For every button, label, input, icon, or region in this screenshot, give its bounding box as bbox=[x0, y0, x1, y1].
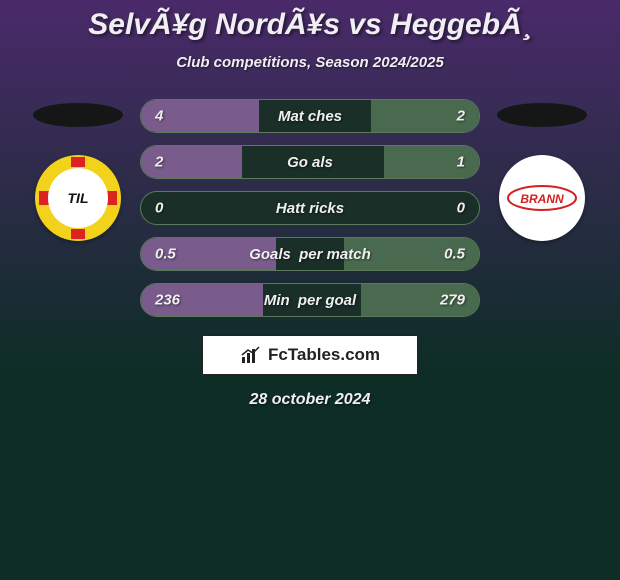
stat-label-right: per match bbox=[295, 246, 371, 263]
stat-right-value: 1 bbox=[457, 154, 465, 171]
stat-pill: 4 2 Matches bbox=[140, 99, 480, 133]
comparison-row: TIL 4 2 Matches 2 1 Goals 0 0 Hattricks 0.5 0.5 Goa… bbox=[0, 99, 620, 317]
stat-left-value: 4 bbox=[155, 108, 163, 125]
stat-left-value: 0 bbox=[155, 200, 163, 217]
stat-label-left: Hatt bbox=[276, 200, 305, 217]
stat-right-value: 0.5 bbox=[444, 246, 465, 263]
stat-label: Hattricks bbox=[276, 200, 344, 217]
page-title: SelvÃ¥g NordÃ¥s vs HeggebÃ¸ bbox=[0, 0, 620, 42]
stat-right-value: 279 bbox=[440, 292, 465, 309]
shadow-ellipse-left bbox=[33, 103, 123, 127]
stat-label-right: ricks bbox=[309, 200, 344, 217]
stat-label: Goals bbox=[287, 154, 333, 171]
stat-content: 0.5 0.5 Goals per match bbox=[141, 238, 479, 270]
stat-label-left: Mat bbox=[278, 108, 304, 125]
stat-pill: 236 279 Min per goal bbox=[140, 283, 480, 317]
stat-label: Goals per match bbox=[249, 246, 371, 263]
stat-label: Matches bbox=[278, 108, 342, 125]
shadow-ellipse-right bbox=[497, 103, 587, 127]
stat-label-right: als bbox=[312, 154, 333, 171]
brann-logo-svg: BRANN bbox=[506, 184, 578, 212]
stat-content: 2 1 Goals bbox=[141, 146, 479, 178]
stat-pill: 0 0 Hattricks bbox=[140, 191, 480, 225]
stat-pill: 0.5 0.5 Goals per match bbox=[140, 237, 480, 271]
right-team-col: BRANN bbox=[492, 99, 592, 241]
stat-left-value: 2 bbox=[155, 154, 163, 171]
stat-right-value: 0 bbox=[457, 200, 465, 217]
svg-text:BRANN: BRANN bbox=[520, 192, 564, 206]
stat-right-value: 2 bbox=[457, 108, 465, 125]
stat-label-left: Go bbox=[287, 154, 308, 171]
stat-label-left: Min bbox=[264, 292, 290, 309]
stat-content: 4 2 Matches bbox=[141, 100, 479, 132]
brand-box: FcTables.com bbox=[202, 335, 418, 375]
stat-left-value: 236 bbox=[155, 292, 180, 309]
stat-label-right: per goal bbox=[294, 292, 357, 309]
left-team-col: TIL bbox=[28, 99, 128, 241]
stat-label-left: Goals bbox=[249, 246, 291, 263]
date-text: 28 october 2024 bbox=[0, 391, 620, 409]
chart-icon bbox=[240, 345, 262, 365]
stat-content: 0 0 Hattricks bbox=[141, 192, 479, 224]
stat-content: 236 279 Min per goal bbox=[141, 284, 479, 316]
stat-pill: 2 1 Goals bbox=[140, 145, 480, 179]
stat-label-right: ches bbox=[308, 108, 342, 125]
stat-label: Min per goal bbox=[264, 292, 356, 309]
subtitle: Club competitions, Season 2024/2025 bbox=[0, 54, 620, 71]
stats-column: 4 2 Matches 2 1 Goals 0 0 Hattricks 0.5 0.5 Goals p… bbox=[140, 99, 480, 317]
right-team-logo: BRANN bbox=[499, 155, 585, 241]
brand-text: FcTables.com bbox=[268, 345, 380, 365]
til-text: TIL bbox=[48, 168, 108, 228]
stat-left-value: 0.5 bbox=[155, 246, 176, 263]
left-team-logo: TIL bbox=[35, 155, 121, 241]
